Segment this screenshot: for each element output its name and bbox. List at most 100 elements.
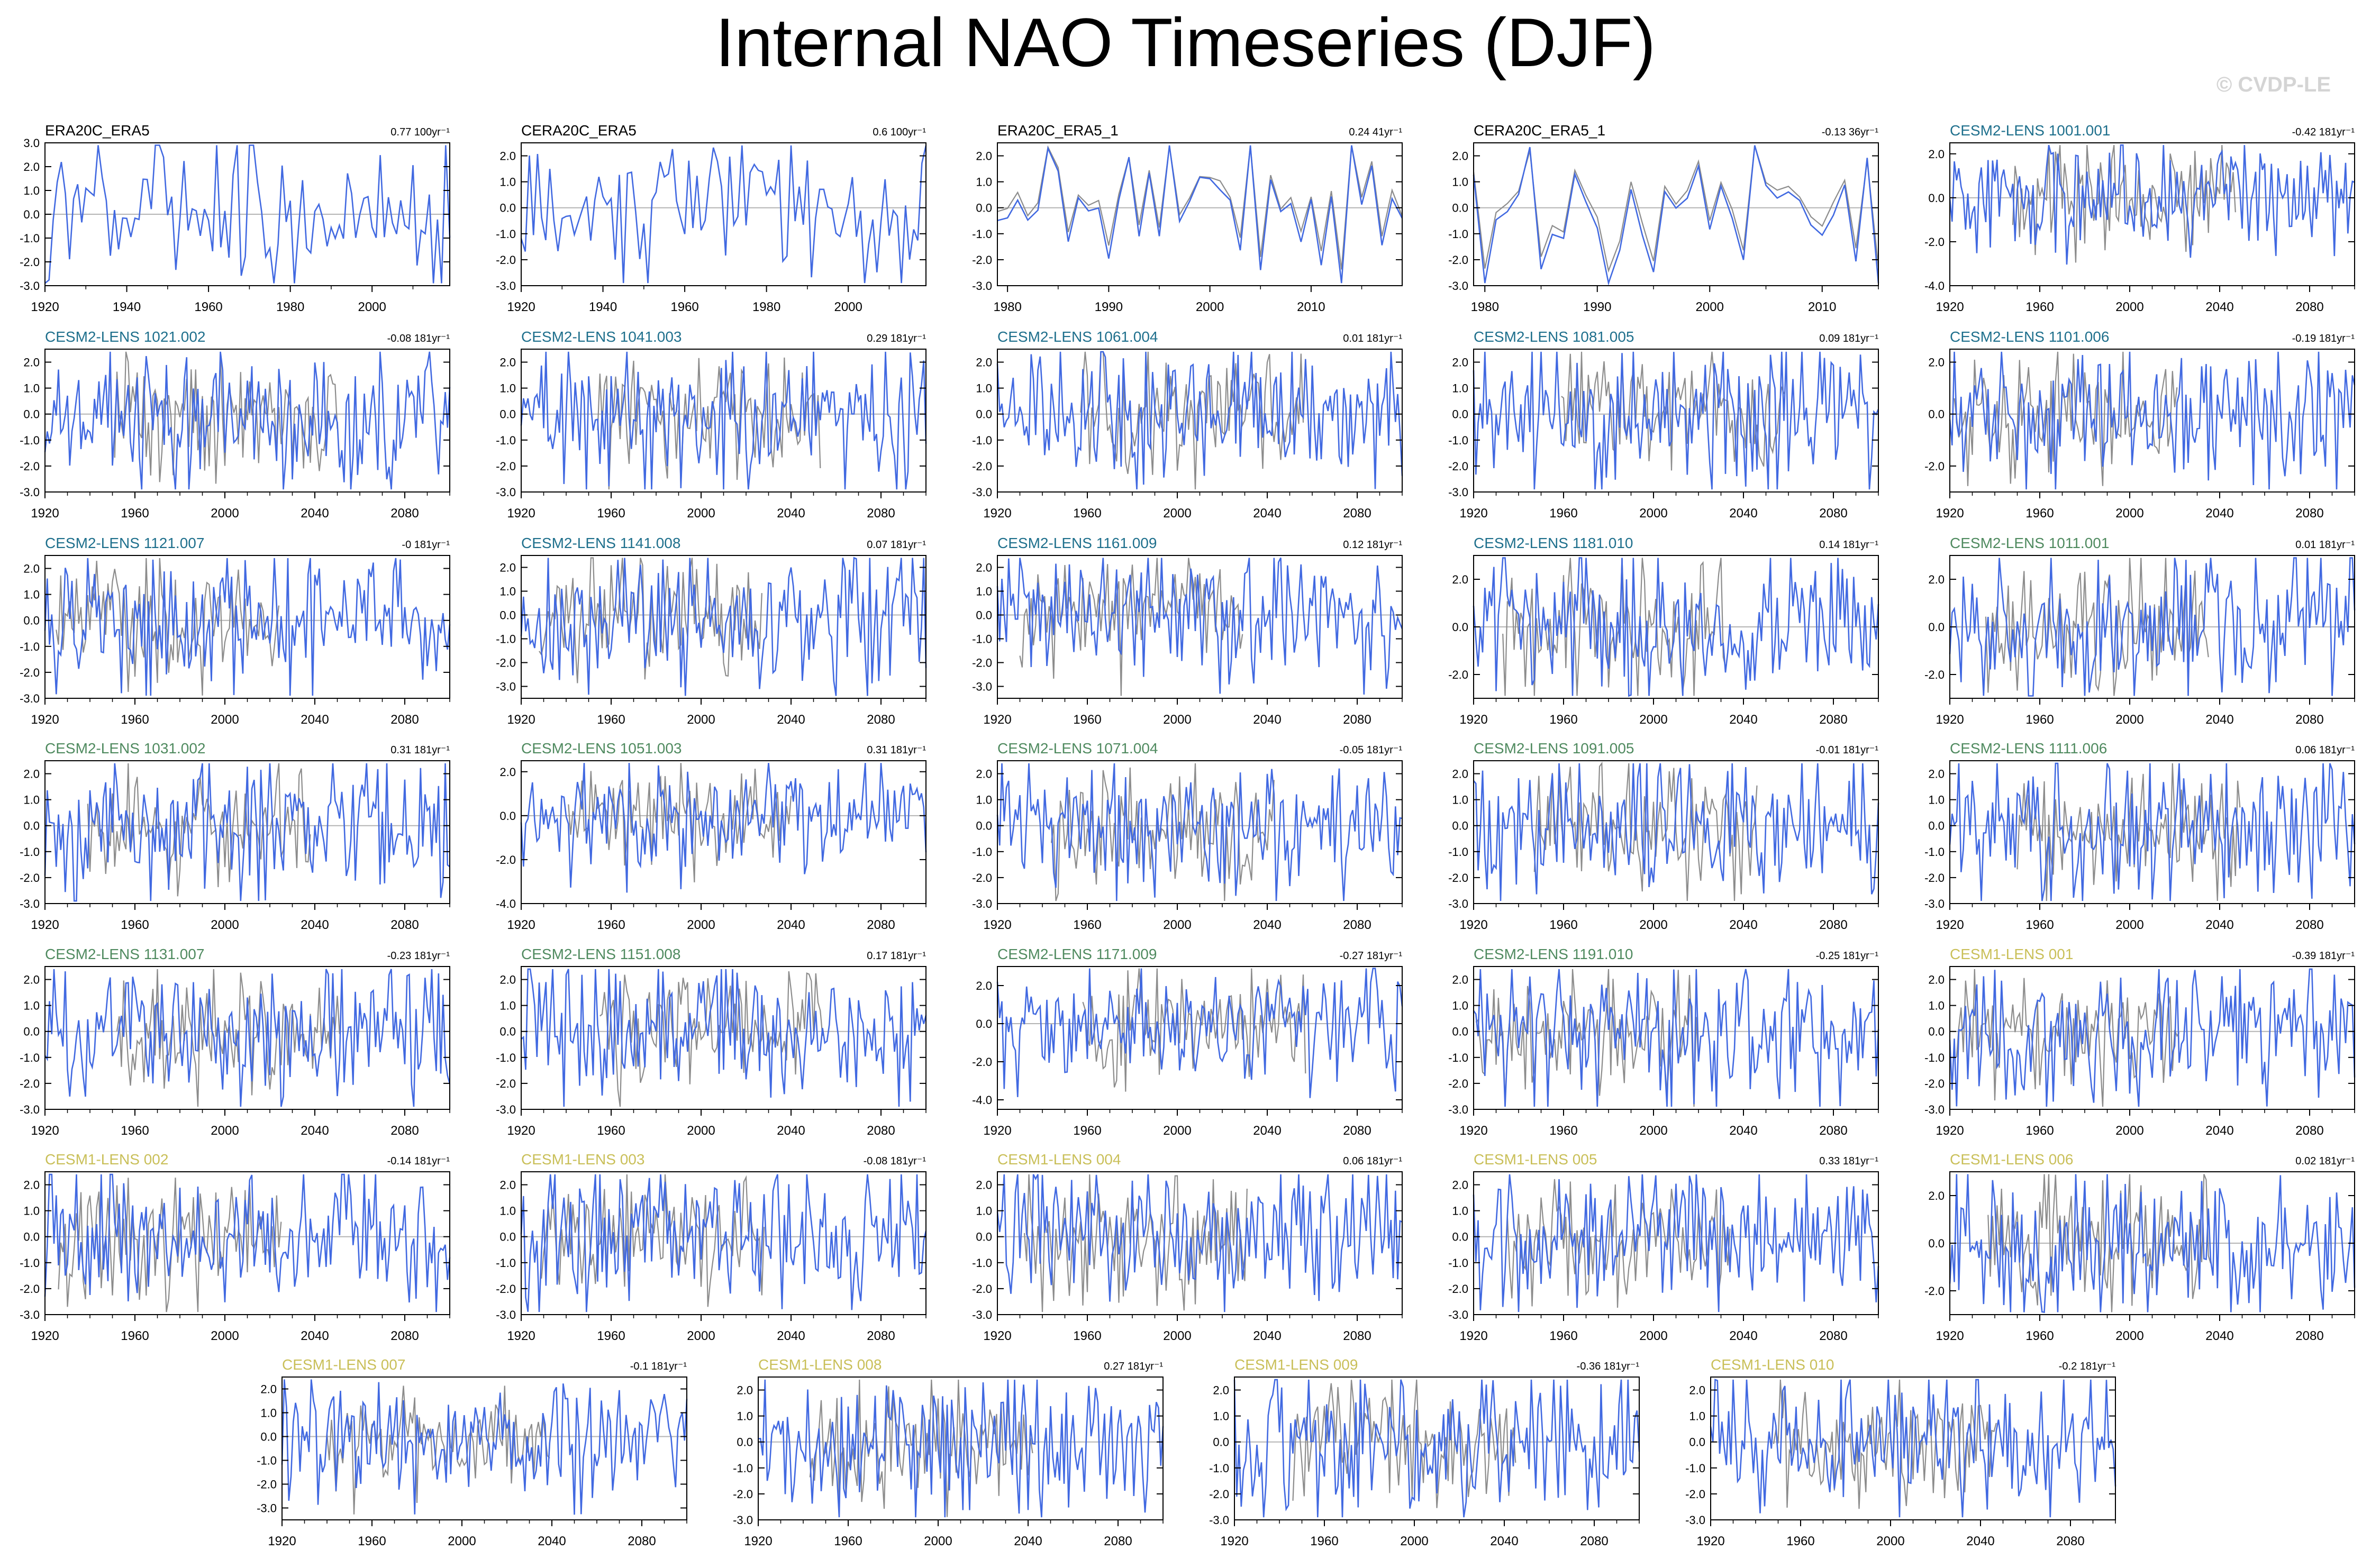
y-tick-label: 0.0 (1928, 621, 1945, 634)
y-tick-label: -2.0 (1448, 1282, 1468, 1296)
x-tick-label: 2000 (687, 918, 715, 932)
x-tick-label: 1960 (597, 713, 625, 727)
x-tick-label: 1960 (834, 1534, 862, 1548)
y-tick-label: -3.0 (972, 279, 992, 293)
x-tick-label: 1920 (1696, 1534, 1724, 1548)
x-tick-label: 2040 (1729, 1329, 1757, 1343)
model-series-line (1473, 1174, 1879, 1312)
y-tick-label: -3.0 (1209, 1514, 1229, 1527)
y-tick-label: -4.0 (972, 1093, 992, 1107)
panel-trend: 0.24 41yr⁻¹ (1349, 126, 1402, 138)
panel-13: CESM2-LENS 1161.009 0.12 181yr⁻¹ 2.0 1.0 0.0… (972, 535, 1403, 727)
x-tick-label: 2080 (867, 1124, 895, 1138)
y-tick-label: -2.0 (1924, 235, 1945, 249)
y-tick-label: -3.0 (496, 486, 516, 499)
y-tick-label: 2.0 (499, 150, 516, 163)
y-tick-label: -3.0 (496, 1308, 516, 1321)
x-tick-label: 2000 (1639, 1124, 1667, 1138)
x-tick-label: 2080 (1819, 918, 1847, 932)
x-tick-label: 2000 (1400, 1534, 1428, 1548)
obs-series-line (597, 357, 821, 490)
panel-title: CESM1-LENS 004 (997, 1151, 1121, 1168)
y-tick-label: -2.0 (496, 253, 516, 267)
y-tick-label: 0.0 (499, 408, 516, 421)
y-tick-label: -1.0 (972, 227, 992, 241)
y-tick-label: -3.0 (972, 1308, 992, 1321)
x-tick-label: 1920 (1459, 1124, 1487, 1138)
x-tick-label: 1960 (1310, 1534, 1338, 1548)
model-series-line (996, 351, 1403, 490)
model-series-line (997, 145, 1403, 284)
panel-title: CESM1-LENS 006 (1950, 1151, 2073, 1168)
x-tick-label: 2080 (390, 1124, 419, 1138)
x-tick-label: 2080 (1343, 713, 1371, 727)
x-tick-label: 2040 (1729, 713, 1757, 727)
panel-title: CESM2-LENS 1141.008 (521, 535, 680, 551)
y-tick-label: 0.0 (23, 408, 40, 421)
y-tick-label: 0.0 (23, 614, 40, 627)
y-tick-label: 2.0 (23, 973, 40, 987)
model-series-line (1473, 969, 1879, 1107)
obs-series-line (1473, 145, 1879, 273)
panel-9: CESM2-LENS 1081.005 0.09 181yr⁻¹ 2.0 1.0 0.0… (1448, 329, 1879, 521)
x-tick-label: 2080 (628, 1534, 656, 1548)
x-tick-label: 2040 (1014, 1534, 1042, 1548)
x-tick-label: 2000 (211, 1124, 239, 1138)
panel-trend: 0.29 181yr⁻¹ (867, 333, 926, 344)
y-tick-label: -1.0 (1685, 1462, 1705, 1475)
y-tick-label: -2.0 (20, 871, 40, 885)
y-tick-label: -2.0 (1209, 1488, 1229, 1501)
y-tick-label: 2.0 (1928, 356, 1945, 369)
x-tick-label: 1920 (1459, 918, 1487, 932)
x-tick-label: 1940 (589, 300, 617, 314)
x-tick-label: 2000 (1163, 506, 1191, 521)
x-tick-label: 1980 (993, 300, 1021, 314)
x-tick-label: 1980 (752, 300, 780, 314)
x-tick-label: 2000 (687, 1329, 715, 1343)
panel-34: CESM1-LENS 010 -0.2 181yr⁻¹ 2.0 1.0 0.0 -1.0 -… (1685, 1356, 2116, 1548)
x-tick-label: 2080 (2295, 300, 2323, 314)
panel-31: CESM1-LENS 007 -0.1 181yr⁻¹ 2.0 1.0 0.0 -1.0 -… (257, 1356, 688, 1548)
x-tick-label: 1920 (1936, 918, 1964, 932)
panel-trend: -0.08 181yr⁻¹ (864, 1155, 926, 1167)
panel-title: CESM2-LENS 1011.001 (1950, 535, 2109, 551)
x-tick-label: 2040 (2205, 1329, 2233, 1343)
plot-frame (521, 142, 926, 286)
panel-trend: 0.06 181yr⁻¹ (2295, 744, 2355, 756)
x-tick-label: 2000 (834, 300, 862, 314)
x-tick-label: 1920 (1936, 1124, 1964, 1138)
x-tick-label: 1960 (121, 1329, 149, 1343)
panel-3: ERA20C_ERA5_1 0.24 41yr⁻¹ 2.0 1.0 0.0 -1.0 -2.… (972, 122, 1403, 314)
panel-trend: -0.39 181yr⁻¹ (2292, 950, 2355, 962)
y-tick-label: -3.0 (972, 897, 992, 910)
y-tick-label: -2.0 (20, 1282, 40, 1296)
x-tick-label: 1960 (1073, 506, 1101, 521)
x-tick-label: 2040 (1966, 1534, 1994, 1548)
y-tick-label: -1.0 (496, 434, 516, 447)
y-tick-label: -1.0 (733, 1462, 753, 1475)
model-series-line (1949, 1174, 2356, 1314)
x-tick-label: 1920 (31, 506, 59, 521)
x-tick-label: 2040 (301, 918, 329, 932)
panel-28: CESM1-LENS 004 0.06 181yr⁻¹ 2.0 1.0 0.0 -1.0 -… (972, 1151, 1403, 1343)
panel-trend: -0.25 181yr⁻¹ (1816, 950, 1879, 962)
y-tick-label: -1.0 (972, 1256, 992, 1270)
y-tick-label: -1.0 (972, 434, 992, 447)
y-tick-label: -2.0 (972, 460, 992, 473)
y-tick-label: 1.0 (1452, 794, 1468, 807)
panel-18: CESM2-LENS 1071.004 -0.05 181yr⁻¹ 2.0 1.0 0.… (972, 740, 1403, 932)
y-tick-label: -2.0 (972, 1282, 992, 1296)
y-tick-label: 2.0 (499, 973, 516, 987)
x-tick-label: 2040 (1729, 918, 1757, 932)
y-tick-label: 2.0 (23, 562, 40, 576)
y-tick-label: 0.0 (499, 202, 516, 215)
x-tick-label: 1990 (1095, 300, 1123, 314)
y-tick-label: 1.0 (23, 999, 40, 1013)
x-tick-label: 2040 (2205, 918, 2233, 932)
panel-14: CESM2-LENS 1181.010 0.14 181yr⁻¹ 2.0 0.0 -2.… (1448, 535, 1879, 727)
x-tick-label: 1980 (276, 300, 304, 314)
x-tick-label: 1960 (121, 713, 149, 727)
y-tick-label: 2.0 (23, 768, 40, 781)
y-tick-label: 0.0 (976, 408, 992, 421)
plot-frame (521, 555, 926, 699)
